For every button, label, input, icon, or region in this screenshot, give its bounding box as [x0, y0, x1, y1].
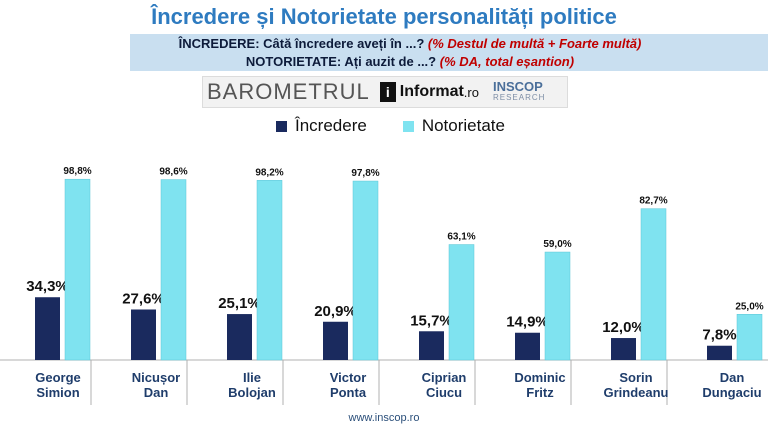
informat-logo-text: Informat: [399, 83, 464, 100]
category-label: Nicușor: [132, 370, 180, 385]
inscop-logo-sub: RESEARCH: [492, 93, 546, 102]
bar-incredere: [515, 332, 540, 360]
category-label: Dan: [144, 385, 169, 400]
category-label: Bolojan: [228, 385, 276, 400]
category-label: Simion: [36, 385, 79, 400]
subtitle-incredere: ÎNCREDERE: Câtă încredere aveți în ...? …: [60, 36, 760, 51]
bar-incredere: [419, 331, 444, 360]
category-label: Fritz: [526, 385, 554, 400]
informat-mark-icon: i: [379, 82, 396, 102]
bar-notorietate: [64, 178, 91, 361]
category-label: Ciprian: [422, 370, 467, 385]
bar-incredere: [227, 314, 252, 360]
data-label-notorietate: 25,0%: [735, 301, 763, 312]
category-label: Ilie: [243, 370, 261, 385]
data-label-notorietate: 98,8%: [63, 166, 91, 177]
data-label-incredere: 20,9%: [314, 303, 357, 320]
category-label: Dungaciu: [702, 385, 761, 400]
bar-notorietate: [352, 180, 379, 361]
legend-swatch-incredere: [276, 120, 287, 132]
legend-label-incredere: Încredere: [295, 116, 367, 135]
subtitle-notorietate-note: (% DA, total eșantion): [439, 54, 575, 69]
category-label: Ponta: [330, 385, 367, 400]
subtitle-incredere-main: ÎNCREDERE: Câtă încredere aveți în ...?: [178, 36, 425, 51]
bar-notorietate: [256, 180, 283, 361]
logo-strip: BAROMETRUL i Informat .ro INSCOP RESEARCH: [202, 76, 568, 108]
category-label: Dan: [720, 370, 745, 385]
page-title: Încredere și Notorietate personalități p…: [151, 4, 617, 29]
bar-notorietate: [736, 314, 763, 361]
category-label: Victor: [330, 370, 367, 385]
bar-incredere: [35, 297, 60, 360]
bar-incredere: [611, 338, 636, 360]
bar-incredere: [323, 321, 348, 360]
subtitle-notorietate-main: NOTORIETATE: Ați auzit de ...?: [245, 54, 437, 69]
data-label-notorietate: 97,8%: [351, 168, 379, 179]
inscop-logo-text: INSCOP: [492, 79, 543, 94]
data-label-incredere: 34,3%: [26, 278, 69, 295]
data-label-incredere: 14,9%: [506, 314, 549, 331]
data-label-incredere: 12,0%: [602, 319, 645, 336]
legend-label-notorietate: Notorietate: [421, 116, 505, 135]
category-label: Dominic: [514, 370, 565, 385]
subtitle-band: [130, 34, 768, 71]
data-label-notorietate: 59,0%: [543, 239, 571, 250]
chart-legend: Încredere Notorietate: [276, 116, 541, 136]
bar-notorietate: [160, 179, 187, 361]
legend-item-notorietate: Notorietate: [402, 116, 505, 136]
category-label: George: [35, 370, 81, 385]
data-label-notorietate: 98,2%: [255, 167, 283, 178]
data-label-incredere: 25,1%: [218, 295, 261, 312]
data-label-notorietate: 82,7%: [639, 196, 667, 207]
bar-incredere: [707, 345, 732, 360]
website-footer: www.inscop.ro: [348, 412, 420, 424]
category-label: Grindeanu: [603, 385, 668, 400]
data-label-notorietate: 98,6%: [159, 167, 187, 178]
bar-incredere: [131, 309, 156, 360]
category-label: Sorin: [619, 370, 652, 385]
subtitle-incredere-note: (% Destul de multă + Foarte multă): [427, 36, 642, 51]
bar-notorietate: [640, 208, 667, 361]
data-label-incredere: 27,6%: [122, 290, 165, 307]
barometru-logo: BAROMETRUL: [207, 79, 370, 104]
data-label-notorietate: 63,1%: [447, 232, 475, 243]
inscop-logo: INSCOP RESEARCH: [492, 79, 546, 103]
informat-logo: i Informat .ro: [379, 82, 479, 102]
data-label-incredere: 7,8%: [702, 327, 736, 344]
bar-notorietate: [544, 251, 571, 361]
legend-swatch-notorietate: [402, 120, 414, 132]
category-label: Ciucu: [426, 385, 462, 400]
bar-notorietate: [448, 244, 475, 361]
data-label-incredere: 15,7%: [410, 312, 453, 329]
legend-item-incredere: Încredere: [276, 116, 367, 136]
informat-logo-suffix: .ro: [463, 84, 479, 100]
subtitle-notorietate: NOTORIETATE: Ați auzit de ...? (% DA, to…: [60, 54, 760, 69]
